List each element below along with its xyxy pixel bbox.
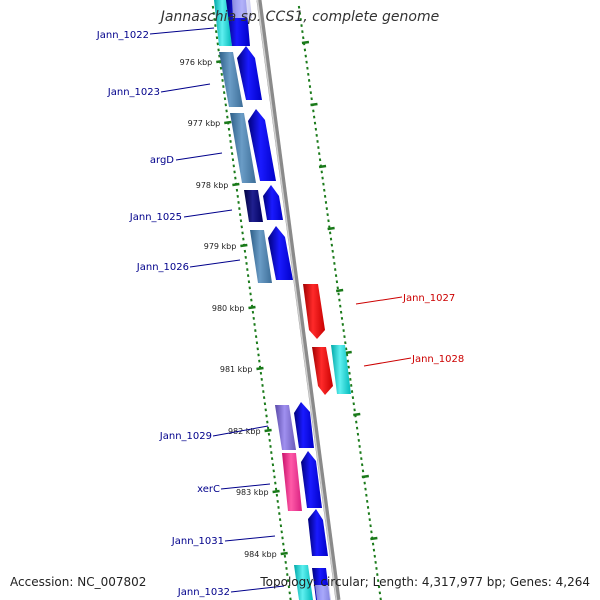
genome-summary-text: Topology: circular; Length: 4,317,977 bp… bbox=[260, 575, 590, 589]
tick-label: 982 kbp bbox=[228, 427, 261, 436]
gene-label-jann-1029[interactable]: Jann_1029 bbox=[159, 431, 212, 442]
gene-label-jann-1028[interactable]: Jann_1028 bbox=[411, 354, 464, 365]
major-tick bbox=[232, 182, 240, 187]
tick-label: 979 kbp bbox=[204, 242, 237, 251]
gene-label-jann-1031[interactable]: Jann_1031 bbox=[171, 536, 224, 547]
gene-label-jann-1022[interactable]: Jann_1022 bbox=[96, 30, 149, 41]
feature-jann-1032[interactable] bbox=[294, 565, 331, 600]
genome-backbone bbox=[256, 0, 341, 600]
major-tick bbox=[353, 412, 361, 417]
tick-label: 977 kbp bbox=[188, 119, 221, 128]
tick-label: 983 kbp bbox=[236, 488, 269, 497]
tick-labels: 976 kbp 977 kbp 978 kbp 979 kbp 980 kbp 981 k… bbox=[180, 58, 277, 559]
tick-label: 981 kbp bbox=[220, 365, 253, 374]
gene-label-xerc[interactable]: xerC bbox=[197, 484, 220, 495]
major-tick bbox=[370, 536, 378, 541]
tick-label: 984 kbp bbox=[244, 550, 277, 559]
gene-label-jann-1032[interactable]: Jann_1032 bbox=[177, 587, 230, 598]
feature-jann-1026[interactable] bbox=[250, 226, 293, 283]
tick-label: 978 kbp bbox=[196, 181, 229, 190]
major-tick bbox=[361, 474, 370, 479]
genome-backbone-highlight bbox=[256, 0, 338, 600]
feature-jann-1027[interactable] bbox=[303, 284, 325, 339]
feature-jann-1023[interactable] bbox=[219, 46, 262, 107]
gene-features bbox=[214, 0, 351, 600]
map-title: Jannaschia sp. CCS1, complete genome bbox=[160, 9, 440, 25]
major-tick bbox=[335, 288, 344, 293]
gene-labels: Jann_1022 Jann_1023 argD Jann_1025 Jann_… bbox=[96, 30, 464, 598]
gene-label-jann-1023[interactable]: Jann_1023 bbox=[107, 87, 160, 98]
major-tick bbox=[327, 226, 335, 231]
gene-label-jann-1025[interactable]: Jann_1025 bbox=[129, 212, 182, 223]
major-tick bbox=[301, 40, 310, 45]
tick-label: 976 kbp bbox=[180, 58, 213, 67]
feature-jann-1022[interactable] bbox=[214, 0, 252, 46]
label-leaders bbox=[149, 27, 412, 593]
major-tick bbox=[280, 551, 288, 556]
tick-label: 980 kbp bbox=[212, 304, 245, 313]
tick-marks bbox=[211, 5, 382, 600]
feature-jann-1025[interactable] bbox=[244, 185, 283, 222]
major-tick bbox=[318, 164, 327, 169]
feature-xerc[interactable] bbox=[282, 451, 322, 511]
major-tick bbox=[240, 243, 248, 248]
gene-label-jann-1026[interactable]: Jann_1026 bbox=[136, 262, 189, 273]
accession-text: Accession: NC_007802 bbox=[10, 575, 147, 589]
feature-jann-1031[interactable] bbox=[308, 509, 328, 556]
major-tick bbox=[248, 305, 256, 310]
feature-jann-1028[interactable] bbox=[312, 345, 351, 395]
major-tick bbox=[264, 428, 272, 433]
feature-argd[interactable] bbox=[230, 109, 276, 183]
feature-jann-1029[interactable] bbox=[275, 402, 314, 450]
gene-label-jann-1027[interactable]: Jann_1027 bbox=[402, 293, 455, 304]
gene-label-argd[interactable]: argD bbox=[150, 155, 174, 166]
major-tick bbox=[310, 102, 318, 107]
major-tick bbox=[224, 120, 232, 125]
major-tick bbox=[256, 366, 264, 371]
major-tick bbox=[272, 489, 280, 494]
